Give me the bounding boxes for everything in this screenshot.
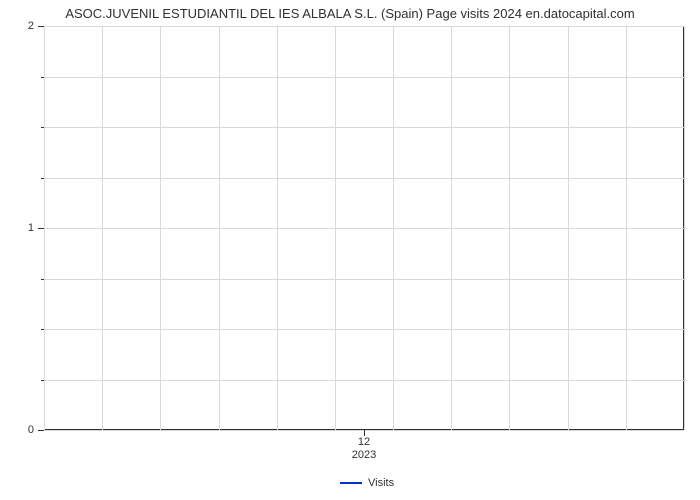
gridline-vertical [451, 26, 452, 430]
gridline-vertical [335, 26, 336, 430]
gridline-horizontal [44, 228, 684, 229]
xtick-label-year: 2023 [352, 449, 376, 461]
legend-swatch [340, 482, 362, 484]
gridline-vertical [684, 26, 685, 430]
gridline-horizontal [44, 178, 684, 179]
gridline-vertical [393, 26, 394, 430]
ytick-minor [41, 77, 44, 78]
gridline-vertical [626, 26, 627, 430]
gridline-vertical [44, 26, 45, 430]
gridline-horizontal [44, 127, 684, 128]
gridline-vertical [102, 26, 103, 430]
gridline-vertical [509, 26, 510, 430]
ytick-minor [41, 380, 44, 381]
ytick-minor [41, 178, 44, 179]
ytick-minor [41, 127, 44, 128]
ytick-label: 2 [0, 20, 34, 32]
gridline-vertical [568, 26, 569, 430]
ytick-label: 1 [0, 222, 34, 234]
ytick-label: 0 [0, 424, 34, 436]
gridline-horizontal [44, 380, 684, 381]
gridline-vertical [277, 26, 278, 430]
gridline-vertical [219, 26, 220, 430]
legend-label: Visits [368, 477, 394, 489]
legend: Visits [340, 477, 394, 489]
plot-area [44, 26, 684, 430]
ytick-minor [41, 279, 44, 280]
ytick-minor [41, 329, 44, 330]
ytick-major [38, 430, 44, 431]
gridline-horizontal [44, 279, 684, 280]
xtick-label-month: 12 [358, 436, 370, 448]
gridline-vertical [160, 26, 161, 430]
gridline-horizontal [44, 26, 684, 27]
gridline-horizontal [44, 77, 684, 78]
chart-root: ASOC.JUVENIL ESTUDIANTIL DEL IES ALBALA … [0, 0, 700, 500]
ytick-major [38, 228, 44, 229]
chart-title: ASOC.JUVENIL ESTUDIANTIL DEL IES ALBALA … [0, 6, 700, 21]
ytick-major [38, 26, 44, 27]
gridline-horizontal [44, 329, 684, 330]
